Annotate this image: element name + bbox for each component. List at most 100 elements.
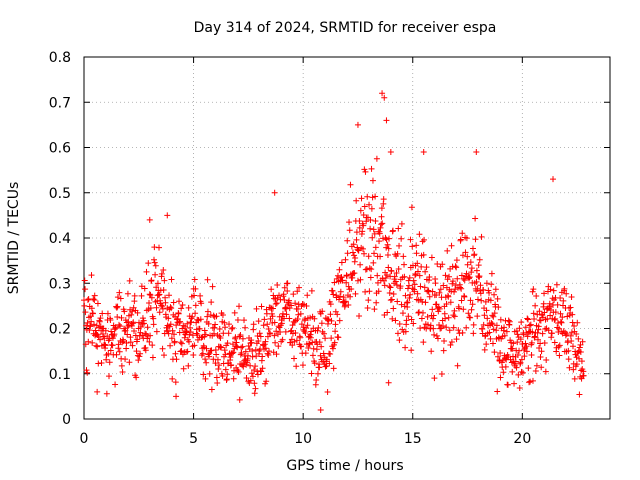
data-point — [533, 362, 540, 369]
data-point — [149, 342, 156, 349]
data-point — [185, 304, 192, 311]
data-point — [379, 220, 386, 227]
data-point — [483, 307, 490, 314]
data-point — [271, 319, 278, 326]
data-point — [568, 337, 575, 344]
data-point — [447, 299, 454, 306]
data-point — [440, 282, 447, 289]
data-point — [546, 300, 553, 307]
data-point — [388, 296, 395, 303]
data-point — [102, 327, 109, 334]
data-point — [144, 324, 151, 331]
data-point — [291, 355, 298, 362]
data-point — [474, 313, 481, 320]
data-point — [269, 305, 276, 312]
data-point — [535, 323, 542, 330]
data-point — [173, 393, 180, 400]
data-point — [231, 309, 238, 316]
data-point — [538, 364, 545, 371]
data-point — [81, 277, 88, 284]
data-point — [298, 321, 305, 328]
data-point — [349, 249, 356, 256]
data-point — [146, 216, 153, 223]
data-point — [138, 292, 145, 299]
data-point — [419, 238, 426, 245]
data-point — [190, 351, 197, 358]
data-point — [489, 321, 496, 328]
data-point — [411, 281, 418, 288]
data-point — [311, 360, 318, 367]
data-point — [518, 368, 525, 375]
data-point — [158, 302, 165, 309]
data-point — [433, 332, 440, 339]
data-point — [161, 277, 168, 284]
data-point — [332, 321, 339, 328]
data-point — [187, 324, 194, 331]
data-point — [123, 345, 130, 352]
data-point — [424, 321, 431, 328]
x-tick-label: 10 — [294, 431, 312, 447]
data-point — [427, 322, 434, 329]
data-point — [244, 352, 251, 359]
data-point — [366, 288, 373, 295]
data-point — [524, 315, 531, 322]
data-point — [304, 292, 311, 299]
data-point — [459, 230, 466, 237]
data-point — [88, 272, 95, 279]
data-point — [217, 335, 224, 342]
data-point — [385, 245, 392, 252]
data-point — [466, 274, 473, 281]
data-point — [516, 325, 523, 332]
data-point — [201, 327, 208, 334]
data-point — [531, 315, 538, 322]
data-point — [369, 234, 376, 241]
data-point — [395, 225, 402, 232]
data-point — [448, 339, 455, 346]
data-point — [554, 301, 561, 308]
y-tick-label: 0 — [62, 412, 71, 428]
data-point — [227, 354, 234, 361]
data-point — [394, 330, 401, 337]
data-point — [448, 242, 455, 249]
data-point — [536, 344, 543, 351]
data-point — [409, 243, 416, 250]
data-point — [84, 319, 91, 326]
data-point — [300, 324, 307, 331]
data-point — [338, 274, 345, 281]
data-point — [393, 270, 400, 277]
data-point — [304, 322, 311, 329]
data-point — [252, 346, 259, 353]
data-point — [460, 306, 467, 313]
data-point — [173, 322, 180, 329]
data-point — [493, 322, 500, 329]
data-point — [229, 350, 236, 357]
data-point — [311, 315, 318, 322]
data-point — [366, 265, 373, 272]
data-point — [305, 345, 312, 352]
data-point — [298, 343, 305, 350]
data-point — [99, 310, 106, 317]
data-point — [542, 368, 549, 375]
data-point — [313, 376, 320, 383]
data-point — [387, 284, 394, 291]
data-point — [113, 304, 120, 311]
data-point — [133, 348, 140, 355]
data-point — [141, 320, 148, 327]
data-point — [378, 213, 385, 220]
data-point — [155, 292, 162, 299]
data-point — [204, 313, 211, 320]
y-tick-label: 0.3 — [49, 276, 71, 292]
data-point — [436, 322, 443, 329]
data-point — [290, 291, 297, 298]
data-point — [527, 378, 534, 385]
data-point — [259, 365, 266, 372]
data-point — [171, 331, 178, 338]
data-point — [371, 306, 378, 313]
data-point — [364, 304, 371, 311]
data-point — [210, 312, 217, 319]
data-point — [89, 310, 96, 317]
data-point — [202, 331, 209, 338]
data-point — [203, 345, 210, 352]
data-point — [494, 353, 501, 360]
data-point — [528, 351, 535, 358]
